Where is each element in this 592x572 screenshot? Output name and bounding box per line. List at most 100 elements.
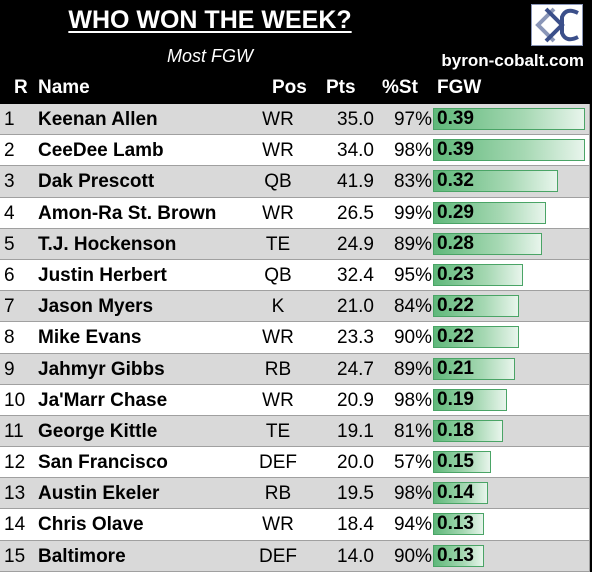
name-cell: CeeDee Lamb	[38, 140, 164, 162]
name-cell: Chris Olave	[38, 514, 144, 536]
pos-cell: WR	[262, 140, 294, 162]
fgw-bar	[433, 232, 542, 255]
fgw-value: 0.22	[437, 326, 474, 348]
fgw-value: 0.15	[437, 451, 474, 473]
fgw-cell: 0.28	[433, 229, 588, 259]
fgw-bar	[433, 139, 585, 162]
pts-cell: 19.5	[337, 483, 374, 505]
fgw-cell: 0.14	[433, 478, 588, 508]
pct-cell: 98%	[393, 389, 432, 411]
table-row: 13 Austin Ekeler RB 19.5 98% 0.14	[0, 478, 590, 510]
fgw-bar	[433, 513, 484, 536]
table-row: 14 Chris Olave WR 18.4 94% 0.13	[0, 509, 590, 541]
table-row: 7 Jason Myers K 21.0 84% 0.22	[0, 291, 590, 323]
col-fgw-header: FGW	[437, 77, 482, 98]
table-right-border	[589, 104, 590, 572]
table-row: 8 Mike Evans WR 23.3 90% 0.22	[0, 322, 590, 354]
pts-cell: 21.0	[337, 296, 374, 318]
pct-cell: 57%	[393, 452, 432, 474]
pos-cell: WR	[262, 109, 294, 130]
pts-cell: 26.5	[337, 202, 374, 224]
pos-cell: WR	[262, 327, 294, 349]
fgw-value: 0.18	[437, 419, 474, 441]
fgw-value: 0.13	[437, 513, 474, 535]
fgw-value: 0.32	[437, 170, 474, 192]
fgw-bar	[433, 451, 491, 474]
fgw-cell: 0.21	[433, 354, 588, 384]
col-pts-header: Pts	[326, 77, 356, 98]
fgw-bar	[433, 482, 488, 505]
pts-cell: 35.0	[337, 109, 374, 130]
pct-cell: 90%	[393, 327, 432, 349]
pct-cell: 98%	[393, 483, 432, 505]
fgw-cell: 0.39	[433, 104, 588, 134]
pos-cell: TE	[265, 420, 291, 442]
pct-cell: 90%	[393, 545, 432, 567]
pct-cell: 98%	[393, 140, 432, 162]
pts-cell: 19.1	[337, 420, 374, 442]
table-row: 1 Keenan Allen WR 35.0 97% 0.39	[0, 104, 590, 136]
fgw-bar	[433, 201, 546, 224]
fgw-value: 0.29	[437, 201, 474, 223]
pos-cell: TE	[265, 233, 291, 255]
pos-cell: WR	[262, 389, 294, 411]
pct-cell: 97%	[393, 109, 432, 130]
name-cell: George Kittle	[38, 420, 158, 442]
name-cell: Keenan Allen	[38, 109, 158, 130]
fgw-cell: 0.13	[433, 509, 588, 539]
pos-cell: K	[271, 296, 285, 318]
table-row: 9 Jahmyr Gibbs RB 24.7 89% 0.21	[0, 353, 590, 385]
fgw-cell: 0.29	[433, 198, 588, 228]
fgw-bar	[433, 419, 503, 442]
rank-cell: 15	[4, 545, 26, 567]
fgw-cell: 0.39	[433, 135, 588, 165]
fgw-cell: 0.15	[433, 447, 588, 477]
name-cell: Dak Prescott	[38, 171, 155, 193]
pts-cell: 24.7	[337, 358, 374, 380]
fgw-value: 0.21	[437, 357, 474, 379]
name-cell: Baltimore	[38, 545, 126, 567]
fgw-value: 0.13	[437, 544, 474, 566]
fgw-value: 0.28	[437, 232, 474, 254]
fgw-cell: 0.13	[433, 541, 588, 571]
fgw-bar	[433, 170, 558, 193]
pct-cell: 94%	[393, 514, 432, 536]
fgw-value: 0.39	[437, 108, 474, 129]
pct-cell: 99%	[393, 202, 432, 224]
table-row: 5 T.J. Hockenson TE 24.9 89% 0.28	[0, 228, 590, 260]
table-row: 12 San Francisco DEF 20.0 57% 0.15	[0, 447, 590, 479]
pts-cell: 18.4	[337, 514, 374, 536]
pct-cell: 89%	[393, 233, 432, 255]
rank-cell: 3	[4, 171, 15, 193]
rank-cell: 1	[4, 109, 15, 130]
pos-cell: QB	[264, 264, 292, 286]
rank-cell: 2	[4, 140, 15, 162]
fgw-cell: 0.32	[433, 166, 588, 196]
fgw-cell: 0.22	[433, 291, 588, 321]
pts-cell: 20.9	[337, 389, 374, 411]
pts-cell: 24.9	[337, 233, 374, 255]
table-row: 15 Baltimore DEF 14.0 90% 0.13	[0, 540, 590, 572]
rank-cell: 7	[4, 296, 15, 318]
table-row: 11 George Kittle TE 19.1 81% 0.18	[0, 415, 590, 448]
name-cell: Amon-Ra St. Brown	[38, 202, 217, 224]
rank-cell: 11	[4, 420, 24, 442]
pos-cell: RB	[264, 358, 292, 380]
name-cell: Ja'Marr Chase	[38, 389, 168, 411]
pos-cell: QB	[264, 171, 292, 193]
pos-cell: WR	[262, 514, 294, 536]
name-cell: Austin Ekeler	[38, 483, 160, 505]
rank-cell: 4	[4, 202, 15, 224]
rank-cell: 10	[4, 389, 26, 411]
table-row: 6 Justin Herbert QB 32.4 95% 0.23	[0, 259, 590, 292]
pts-cell: 41.9	[337, 171, 374, 193]
table-header: R Name Pos Pts %St FGW	[0, 75, 592, 103]
rank-cell: 12	[4, 452, 26, 474]
name-cell: Jason Myers	[38, 296, 154, 318]
rank-cell: 8	[4, 327, 15, 349]
site-url[interactable]: byron-cobalt.com	[441, 51, 584, 70]
table-row: 2 CeeDee Lamb WR 34.0 98% 0.39	[0, 135, 590, 167]
name-cell: Jahmyr Gibbs	[38, 358, 165, 380]
fgw-value: 0.14	[437, 482, 474, 504]
